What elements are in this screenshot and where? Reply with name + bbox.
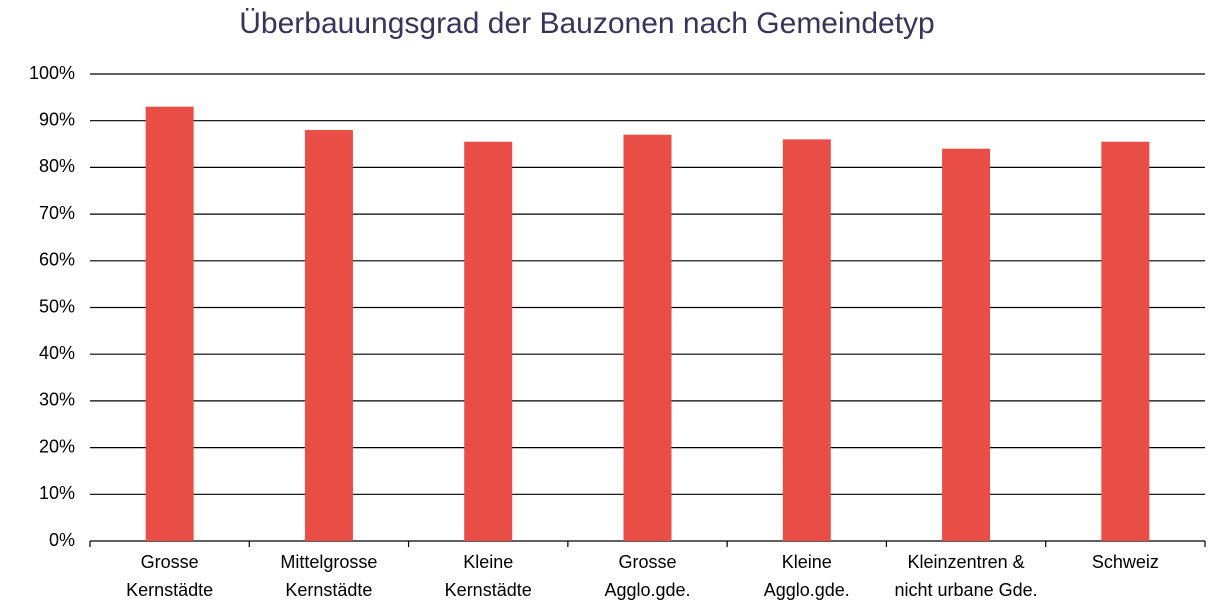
y-tick-label: 100% bbox=[29, 63, 75, 83]
y-tick-label: 50% bbox=[39, 296, 75, 316]
x-tick-label: Grosse bbox=[141, 552, 199, 572]
y-tick-label: 20% bbox=[39, 436, 75, 456]
y-tick-label: 60% bbox=[39, 250, 75, 270]
x-tick-label: Kernstädte bbox=[285, 580, 372, 600]
x-tick-label: Grosse bbox=[618, 552, 676, 572]
x-tick-label: Kleine bbox=[782, 552, 832, 572]
x-tick-label: Kleine bbox=[463, 552, 513, 572]
x-tick-label: Mittelgrosse bbox=[280, 552, 377, 572]
y-tick-label: 10% bbox=[39, 483, 75, 503]
bar bbox=[304, 130, 353, 542]
y-tick-label: 80% bbox=[39, 156, 75, 176]
bar bbox=[623, 134, 672, 541]
x-tick-label: nicht urbane Gde. bbox=[895, 580, 1038, 600]
bar bbox=[464, 141, 513, 541]
x-tick-label: Kernstädte bbox=[126, 580, 213, 600]
y-tick-label: 70% bbox=[39, 203, 75, 223]
bar bbox=[782, 139, 831, 541]
x-tick-label: Schweiz bbox=[1092, 552, 1159, 572]
x-tick-label: Kernstädte bbox=[445, 580, 532, 600]
bar bbox=[145, 106, 194, 541]
y-tick-label: 40% bbox=[39, 343, 75, 363]
x-tick-label: Agglo.gde. bbox=[604, 580, 690, 600]
y-tick-label: 30% bbox=[39, 390, 75, 410]
bar bbox=[942, 148, 991, 541]
x-tick-label: Kleinzentren & bbox=[908, 552, 1025, 572]
y-tick-label: 90% bbox=[39, 109, 75, 129]
y-tick-label: 0% bbox=[49, 530, 75, 550]
bar bbox=[1101, 141, 1150, 541]
x-tick-label: Agglo.gde. bbox=[764, 580, 850, 600]
chart-title: Überbauungsgrad der Bauzonen nach Gemein… bbox=[239, 7, 934, 40]
